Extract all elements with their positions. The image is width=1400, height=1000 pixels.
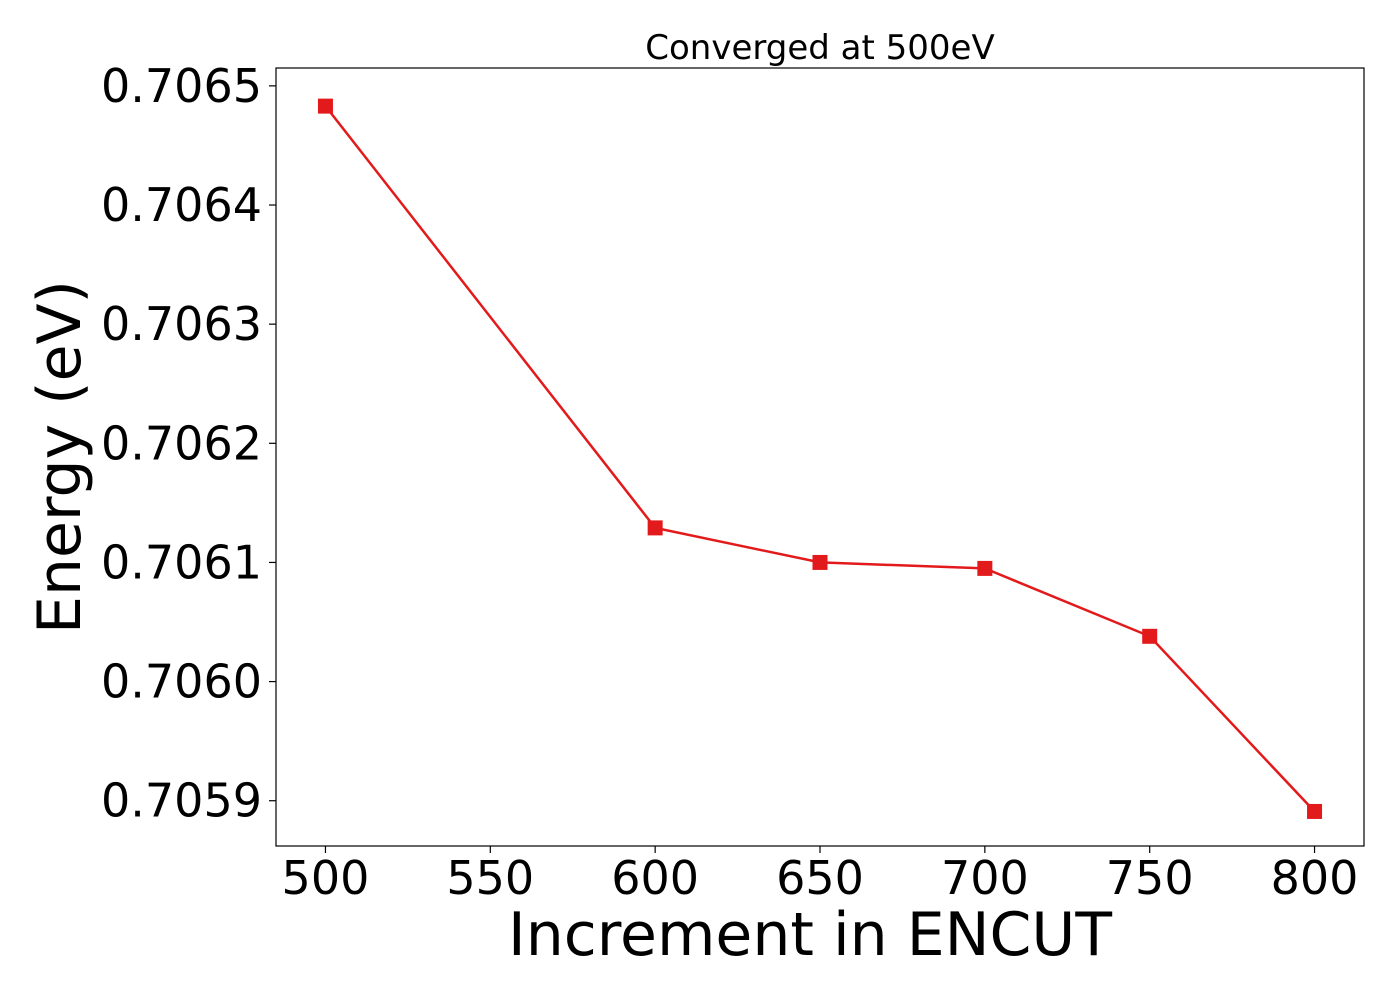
x-tick-label: 500 xyxy=(282,851,370,905)
y-tick-label: 0.7064 xyxy=(101,178,262,232)
series-layer xyxy=(317,98,1323,819)
y-tick-label: 0.7061 xyxy=(101,535,262,589)
x-tick-label: 800 xyxy=(1271,851,1359,905)
x-axis: 500 550 600 650 700 750 800 xyxy=(282,846,1359,905)
x-tick-label: 550 xyxy=(446,851,534,905)
chart-title: Converged at 500eV xyxy=(645,28,994,68)
x-axis-label: Increment in ENCUT xyxy=(508,900,1112,970)
data-point xyxy=(812,554,828,570)
y-axis: 0.7059 0.7060 0.7061 0.7062 0.7063 0.7064 0.70… xyxy=(101,59,276,828)
y-tick-label: 0.7065 xyxy=(101,59,262,113)
data-point xyxy=(317,98,333,114)
x-tick-label: 650 xyxy=(776,851,864,905)
data-point xyxy=(977,560,993,576)
y-tick-label: 0.7062 xyxy=(101,416,262,470)
x-tick-label: 750 xyxy=(1106,851,1194,905)
series-line xyxy=(324,105,1316,813)
plot-area xyxy=(275,67,1365,847)
y-tick-label: 0.7063 xyxy=(101,297,262,351)
y-tick-label: 0.7060 xyxy=(101,655,262,709)
data-point xyxy=(647,520,663,536)
data-point xyxy=(1142,628,1158,644)
data-point xyxy=(1307,803,1323,819)
y-axis-label: Energy (eV) xyxy=(25,280,95,634)
x-tick-label: 600 xyxy=(611,851,699,905)
y-tick-label: 0.7059 xyxy=(101,774,262,828)
x-tick-label: 700 xyxy=(941,851,1029,905)
